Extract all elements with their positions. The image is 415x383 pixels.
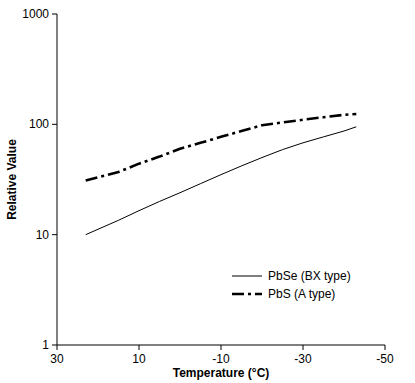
y-tick bbox=[52, 14, 57, 15]
legend-swatch bbox=[232, 276, 262, 277]
legend-label: PbS (A type) bbox=[268, 287, 335, 301]
y-axis-label: Relative Value bbox=[5, 139, 19, 220]
x-tick-label: -10 bbox=[212, 352, 230, 366]
x-tick bbox=[139, 345, 140, 350]
series-line bbox=[86, 114, 357, 180]
x-tick-label: -50 bbox=[376, 352, 394, 366]
y-tick-label: 1 bbox=[42, 338, 49, 352]
y-tick bbox=[52, 345, 57, 346]
x-tick-label: 10 bbox=[132, 352, 146, 366]
x-tick-label: 30 bbox=[50, 352, 64, 366]
x-tick bbox=[221, 345, 222, 350]
legend-label: PbSe (BX type) bbox=[268, 269, 351, 283]
x-tick bbox=[385, 345, 386, 350]
y-tick-label: 1000 bbox=[22, 7, 49, 21]
x-tick bbox=[303, 345, 304, 350]
plot-area bbox=[86, 114, 357, 235]
x-tick bbox=[57, 345, 58, 350]
y-axis-line bbox=[57, 14, 58, 345]
y-tick bbox=[52, 234, 57, 235]
series-line bbox=[86, 127, 357, 235]
x-tick-label: -30 bbox=[294, 352, 312, 366]
y-tick bbox=[52, 124, 57, 125]
legend-swatch bbox=[232, 293, 262, 296]
y-tick-label: 10 bbox=[36, 228, 50, 242]
y-tick-label: 100 bbox=[29, 117, 49, 131]
x-axis-label: Temperature (°C) bbox=[173, 366, 270, 380]
chart: 1 10 100 1000 30 10 -10 -30 -50 Temperature (°C) R… bbox=[0, 0, 415, 383]
